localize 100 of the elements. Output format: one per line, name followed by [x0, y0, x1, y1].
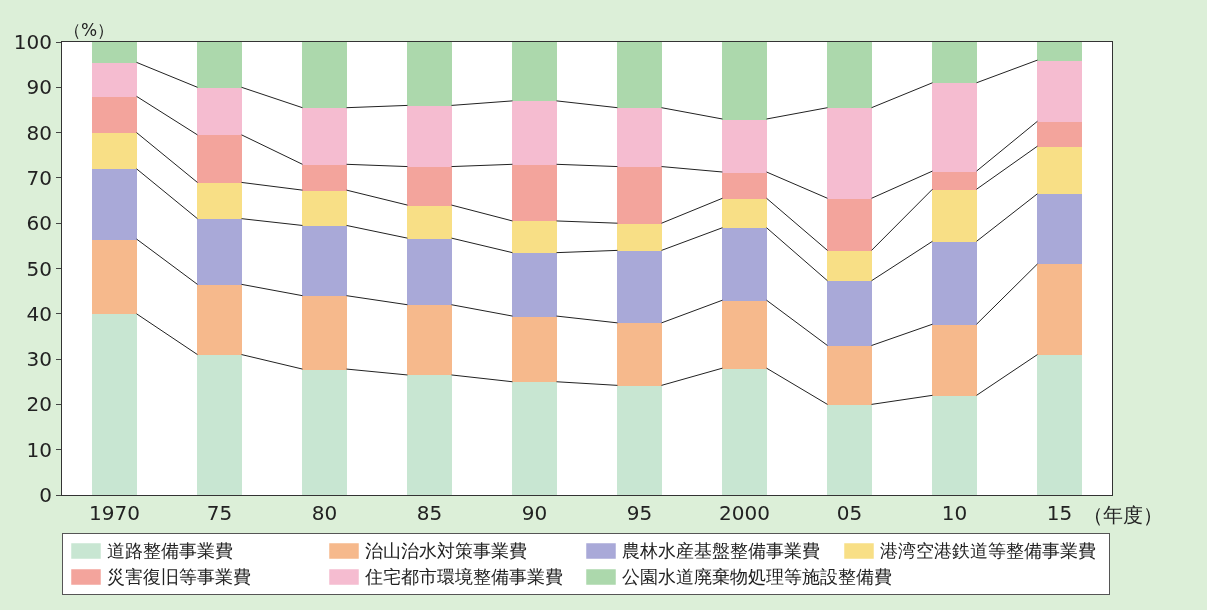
bar — [406, 166, 453, 206]
bar — [301, 224, 348, 297]
y-tick-label: 20 — [26, 392, 52, 417]
bar — [511, 252, 558, 317]
bar — [616, 107, 663, 168]
bar — [1036, 42, 1083, 61]
bar — [406, 204, 453, 239]
bar — [616, 222, 663, 251]
bar — [931, 240, 978, 325]
legend-label: 公園水道廃棄物処理等施設整備費 — [622, 565, 892, 589]
bar — [931, 323, 978, 396]
bar — [406, 374, 453, 495]
bar — [91, 168, 138, 240]
bar — [301, 295, 348, 370]
y-tick-label: 30 — [26, 347, 52, 372]
bar — [1036, 120, 1083, 147]
bar — [196, 218, 243, 285]
bar — [511, 315, 558, 383]
bar — [1036, 263, 1083, 356]
bar — [721, 171, 768, 199]
y-tick-label: 70 — [26, 165, 52, 190]
bar — [301, 368, 348, 495]
bar — [616, 322, 663, 386]
x-tick-label: 95 — [626, 501, 653, 525]
bar — [196, 42, 243, 88]
bar — [301, 163, 348, 191]
bar — [616, 384, 663, 495]
legend-label: 道路整備事業費 — [107, 539, 233, 563]
bar — [91, 61, 138, 97]
bar — [406, 237, 453, 306]
bar — [301, 189, 348, 226]
bar — [406, 304, 453, 376]
bar — [301, 107, 348, 165]
bar — [616, 249, 663, 324]
x-tick-label: 90 — [521, 501, 548, 525]
y-tick-label: 90 — [26, 75, 52, 100]
bar — [721, 227, 768, 301]
y-tick-label: 40 — [26, 301, 52, 326]
bar — [721, 367, 768, 495]
bar — [91, 313, 138, 495]
y-tick-label: 100 — [13, 30, 52, 54]
y-axis-title: （%） — [64, 20, 115, 40]
bar — [1036, 193, 1083, 265]
bar — [721, 118, 768, 173]
legend-label: 治山治水対策事業費 — [364, 539, 527, 563]
y-tick-label: 60 — [26, 211, 52, 236]
bar — [1036, 145, 1083, 195]
bar — [196, 181, 243, 220]
y-tick-label: 80 — [26, 120, 52, 145]
y-tick-label: 10 — [26, 437, 52, 462]
x-tick-label: 2000 — [719, 501, 770, 525]
bar — [91, 42, 138, 63]
bar — [91, 238, 138, 315]
bar — [826, 197, 873, 251]
x-tick-label: 1970 — [89, 501, 140, 525]
legend-label: 災害復旧等事業費 — [107, 565, 251, 589]
bar — [1036, 354, 1083, 495]
bar — [196, 134, 243, 183]
bar — [826, 42, 873, 109]
bar — [721, 42, 768, 120]
y-tick-label: 0 — [39, 483, 52, 507]
legend-label: 住宅都市環境整備事業費 — [364, 565, 563, 589]
bar — [91, 132, 138, 170]
bar — [721, 299, 768, 369]
bar — [826, 403, 873, 495]
x-tick-label: 10 — [941, 501, 968, 525]
bar — [301, 42, 348, 109]
x-tick-label: 05 — [836, 501, 863, 525]
bar — [931, 394, 978, 495]
x-tick-label: 75 — [206, 501, 233, 525]
bar — [196, 354, 243, 495]
bar — [196, 283, 243, 356]
legend-label: 港湾空港鉄道等整備事業費 — [879, 539, 1096, 563]
bar — [826, 249, 873, 282]
bar — [511, 42, 558, 102]
bar — [931, 42, 978, 84]
bar — [826, 345, 873, 405]
legend-label: 農林水産基盤整備事業費 — [622, 539, 820, 563]
bar — [826, 107, 873, 199]
x-axis-title: （年度） — [1083, 503, 1163, 527]
bar — [826, 280, 873, 347]
x-tick-label: 85 — [416, 501, 443, 525]
bar — [1036, 59, 1083, 122]
bar — [616, 42, 663, 109]
bar — [931, 82, 978, 172]
bar — [511, 220, 558, 254]
bar — [511, 100, 558, 165]
bar — [196, 86, 243, 136]
bar — [91, 95, 138, 134]
bar — [511, 163, 558, 222]
bar — [616, 166, 663, 224]
bar — [931, 188, 978, 242]
bar — [406, 42, 453, 106]
bar — [511, 381, 558, 495]
y-tick-label: 50 — [26, 256, 52, 281]
bar — [931, 170, 978, 190]
bar — [406, 104, 453, 168]
x-tick-label: 15 — [1046, 501, 1073, 525]
x-tick-label: 80 — [311, 501, 338, 525]
bar — [721, 197, 768, 229]
